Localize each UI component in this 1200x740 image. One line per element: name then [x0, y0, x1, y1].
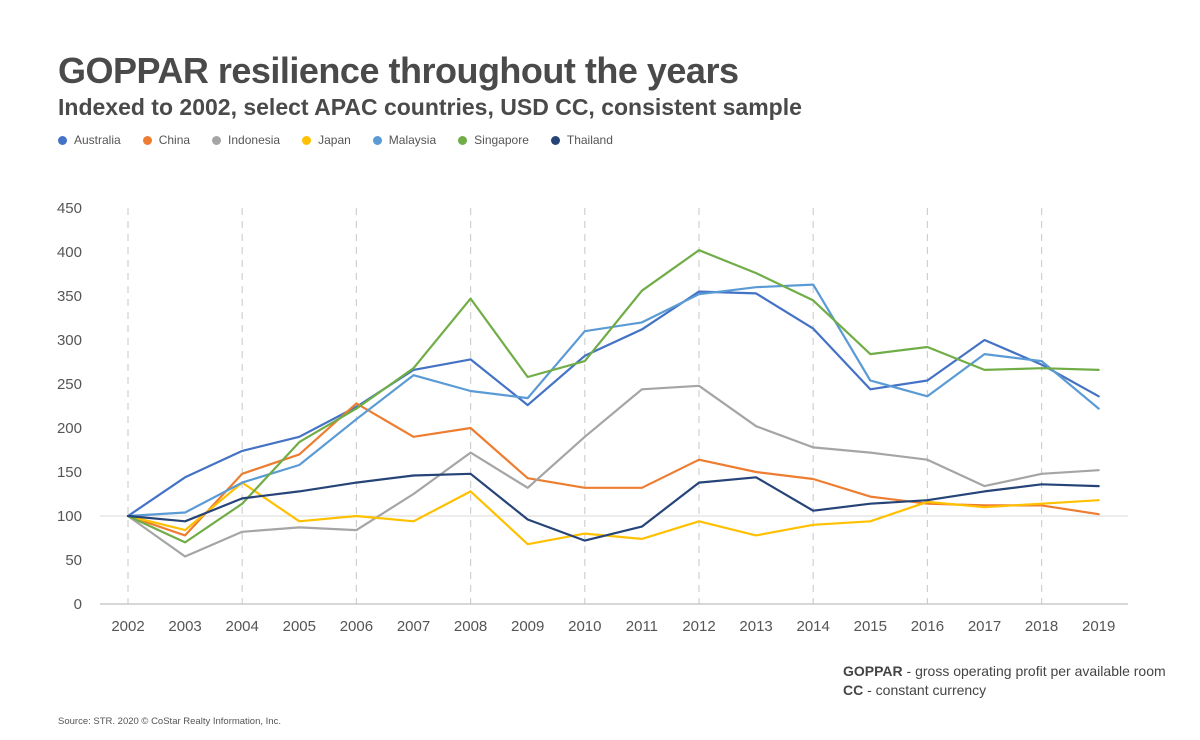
cc-definition: - constant currency	[863, 682, 987, 698]
x-tick-label: 2010	[568, 618, 601, 635]
legend-item-malaysia: Malaysia	[372, 133, 437, 147]
legend-marker	[550, 135, 560, 145]
legend-marker	[302, 135, 312, 145]
y-tick-label: 200	[57, 420, 82, 437]
legend-label: Thailand	[566, 133, 613, 147]
y-tick-label: 350	[57, 288, 82, 305]
series-line-australia	[126, 290, 1100, 518]
legend-label: Australia	[74, 133, 121, 147]
x-tick-label: 2018	[1025, 618, 1058, 635]
y-tick-label: 250	[57, 376, 82, 393]
x-tick-label: 2002	[111, 618, 144, 635]
y-tick-label: 100	[57, 508, 82, 525]
x-tick-label: 2019	[1082, 618, 1115, 635]
legend-marker	[58, 135, 67, 145]
x-tick-label: 2013	[739, 618, 772, 635]
x-tick-label: 2006	[340, 618, 373, 635]
legend-label: China	[158, 133, 191, 147]
y-tick-label: 300	[57, 332, 82, 349]
legend-item-indonesia: Indonesia	[212, 133, 280, 147]
series-line-thailand	[126, 472, 1100, 542]
goppar-term: GOPPAR	[843, 663, 903, 679]
cc-term: CC	[843, 682, 864, 698]
x-tick-label: 2009	[511, 618, 544, 635]
source-note: Source: STR. 2020 © CoStar Realty Inform…	[58, 716, 281, 727]
legend-marker	[372, 135, 382, 145]
y-tick-label: 400	[57, 244, 82, 261]
legend-item-australia: Australia	[58, 133, 121, 147]
legend-marker	[142, 135, 152, 145]
x-tick-label: 2012	[682, 618, 715, 635]
legend: Australia China Indonesia Japan Malaysia Sing…	[58, 133, 613, 147]
legend-label: Indonesia	[228, 133, 281, 147]
legend-label: Malaysia	[388, 133, 437, 147]
series-line-china	[126, 402, 1100, 537]
x-tick-label: 2004	[226, 618, 259, 635]
x-tick-label: 2008	[454, 618, 487, 635]
x-tick-label: 2016	[911, 618, 944, 635]
legend-item-singapore: Singapore	[458, 133, 529, 147]
legend-label: Singapore	[474, 133, 529, 147]
y-tick-label: 0	[74, 596, 82, 613]
x-tick-label: 2007	[397, 618, 430, 635]
series-line-malaysia	[126, 283, 1100, 518]
legend-item-thailand: Thailand	[550, 133, 613, 147]
x-tick-label: 2014	[797, 618, 830, 635]
legend-marker	[212, 135, 222, 145]
legend-label: Japan	[318, 133, 351, 147]
series-line-singapore	[126, 249, 1100, 544]
chart-title: GOPPAR resilience throughout the years	[58, 50, 739, 91]
x-tick-label: 2003	[168, 618, 201, 635]
chart-subtitle: Indexed to 2002, select APAC countries, …	[58, 94, 802, 120]
goppar-definition: - gross operating profit per available r…	[902, 663, 1166, 679]
x-tick-label: 2005	[283, 618, 316, 635]
cc-note: CC - constant currency	[843, 682, 986, 698]
legend-marker	[458, 135, 468, 145]
y-tick-label: 450	[57, 200, 82, 217]
legend-item-japan: Japan	[302, 133, 351, 147]
y-tick-label: 50	[65, 552, 82, 569]
goppar-note: GOPPAR - gross operating profit per avai…	[843, 663, 1166, 679]
x-tick-label: 2015	[854, 618, 887, 635]
series-line-japan	[126, 481, 1100, 546]
x-tick-label: 2017	[968, 618, 1001, 635]
legend-item-china: China	[142, 133, 191, 147]
y-tick-label: 150	[57, 464, 82, 481]
series-line-indonesia	[126, 384, 1100, 558]
x-tick-label: 2011	[626, 618, 658, 635]
